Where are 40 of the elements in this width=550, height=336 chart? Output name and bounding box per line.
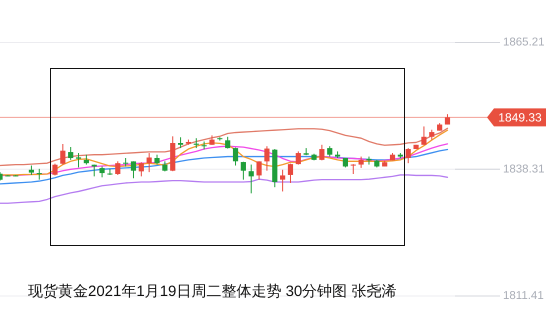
candlestick (99, 166, 105, 178)
y-tick-label: 1811.41 (503, 290, 544, 302)
line-series (0, 174, 448, 204)
candlestick (115, 160, 120, 176)
candlestick (194, 138, 199, 149)
candlestick (138, 162, 144, 177)
text: 现货黄金2021年1月19日周二整体走势 30分钟图 张尧浠 (28, 283, 396, 300)
candlestick (68, 146, 74, 160)
candlestick (358, 156, 364, 168)
line-series (0, 128, 448, 166)
candlestick (421, 126, 427, 146)
candlestick (256, 160, 262, 180)
candlestick (319, 144, 324, 161)
y-tick-label: 1838.31 (503, 163, 545, 176)
candlestick (36, 168, 42, 180)
candlestick (60, 143, 66, 166)
candlestick (350, 164, 356, 175)
candlestick (327, 146, 332, 158)
candlestick (296, 150, 301, 166)
candlestick (288, 163, 294, 184)
candlestick (178, 136, 184, 149)
candlestick (248, 164, 254, 194)
candlestick (225, 136, 230, 150)
candlestick (154, 154, 160, 166)
ref-line-label: 1849.33 (498, 110, 542, 124)
line-series (0, 148, 448, 185)
candlestick (146, 152, 152, 173)
candlestick (264, 146, 270, 172)
candlestick (406, 148, 411, 164)
candlestick (209, 134, 215, 146)
line-series (0, 130, 448, 176)
candlestick (240, 161, 246, 180)
candlestick (232, 147, 238, 166)
candlestick (280, 169, 286, 192)
candlestick (130, 160, 136, 179)
candlestick (429, 129, 434, 140)
candlestick (162, 160, 168, 172)
y-tick-label: 1865.21 (503, 36, 545, 48)
candlestick (52, 163, 58, 176)
candlestick (92, 164, 97, 177)
